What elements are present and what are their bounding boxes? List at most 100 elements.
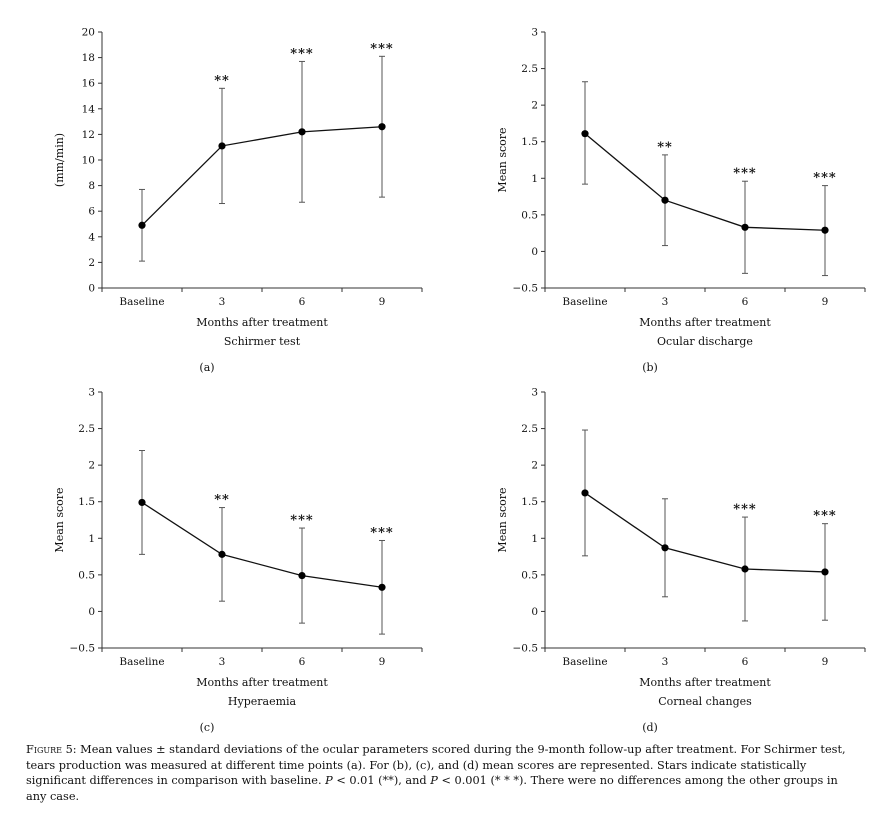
data-point	[661, 196, 669, 204]
significance-stars: ***	[370, 525, 393, 540]
y-tick-label: 20	[82, 27, 95, 39]
y-axis-label: (mm/min)	[53, 133, 66, 187]
series-line	[141, 501, 383, 588]
x-tick-label: 9	[822, 656, 829, 668]
chart-title: Corneal changes	[658, 695, 752, 708]
caption-text-1: Mean values ± standard deviations of the…	[26, 743, 846, 787]
panel-label: (b)	[642, 361, 658, 374]
y-tick-label: 14	[82, 103, 96, 115]
x-tick-label: 6	[299, 296, 306, 308]
data-point	[741, 223, 749, 231]
data-point	[218, 550, 226, 558]
x-axis-label: Months after treatment	[196, 316, 328, 329]
data-point	[378, 123, 386, 131]
x-tick-label: 6	[299, 656, 306, 668]
x-axis-label: Months after treatment	[639, 676, 771, 689]
y-axis-label: Mean score	[496, 487, 509, 552]
significance-stars: **	[657, 140, 673, 155]
chart-title: Schirmer test	[224, 335, 301, 348]
chart-title: Ocular discharge	[657, 335, 753, 348]
y-tick-label: 2.5	[78, 423, 95, 435]
y-tick-label: 0.5	[78, 569, 95, 581]
x-axis-label: Months after treatment	[639, 316, 771, 329]
x-tick-label: Baseline	[119, 656, 164, 668]
significance-stars: ***	[733, 166, 756, 181]
caption-text-2: < 0.01 (**), and	[332, 774, 431, 787]
panel-label: (d)	[642, 721, 658, 734]
chart-a-svg: 0 2 4 6 8 10 12 14 16 18 20 Baseline 3 6 9 Months after…	[53, 27, 423, 374]
data-point	[661, 544, 669, 552]
data-point	[218, 142, 226, 150]
significance-stars: ***	[733, 502, 756, 517]
significance-stars: ***	[370, 41, 393, 56]
y-tick-label: −0.5	[70, 643, 96, 655]
chart-b-svg: −0.5 0 0.5 1 1.5 2 2.5 3 Baseline 3 6 9 Months after…	[496, 27, 866, 374]
y-tick-label: 1	[531, 533, 538, 545]
y-tick-label: −0.5	[513, 283, 539, 295]
y-tick-label: 1	[88, 533, 95, 545]
data-point	[581, 489, 589, 497]
y-tick-label: 0	[88, 606, 95, 618]
x-tick-label: 3	[662, 296, 669, 308]
chart-panel-c: −0.5 0 0.5 1 1.5 2 2.5 3 Baseline 3 6 9 Months after…	[0, 375, 440, 735]
significance-stars: **	[214, 73, 230, 88]
y-tick-label: 0	[531, 246, 538, 258]
data-point	[138, 221, 146, 229]
x-tick-label: 9	[379, 296, 386, 308]
panel-label: (c)	[200, 721, 215, 734]
y-tick-label: 0	[88, 283, 95, 295]
x-tick-label: Baseline	[562, 656, 607, 668]
y-tick-label: 0	[531, 606, 538, 618]
x-tick-label: 3	[219, 296, 226, 308]
data-point	[741, 565, 749, 573]
y-axis-label: Mean score	[496, 127, 509, 192]
y-tick-label: 18	[82, 52, 95, 64]
y-tick-label: 2	[531, 100, 538, 112]
y-tick-label: 0.5	[521, 209, 538, 221]
panel-label: (a)	[199, 361, 214, 374]
x-tick-label: Baseline	[119, 296, 164, 308]
x-tick-label: 9	[822, 296, 829, 308]
x-tick-label: 9	[379, 656, 386, 668]
y-tick-label: 6	[88, 206, 95, 218]
y-tick-label: 4	[88, 231, 95, 243]
chart-panel-d: −0.5 0 0.5 1 1.5 2 2.5 3 Baseline 3 6 9 Months after…	[443, 375, 883, 735]
y-tick-label: −0.5	[513, 643, 539, 655]
data-point	[298, 571, 306, 580]
y-tick-label: 1.5	[521, 496, 538, 508]
chart-panel-b: −0.5 0 0.5 1 1.5 2 2.5 3 Baseline 3 6 9 Months after…	[443, 15, 883, 375]
chart-d-svg: −0.5 0 0.5 1 1.5 2 2.5 3 Baseline 3 6 9 Months after…	[496, 387, 866, 734]
caption-p-symbol-2: P	[430, 774, 438, 787]
data-point	[581, 130, 589, 138]
x-tick-label: 3	[219, 656, 226, 668]
y-tick-label: 0.5	[521, 569, 538, 581]
series-line	[584, 133, 826, 231]
x-tick-label: Baseline	[562, 296, 607, 308]
y-tick-label: 1.5	[78, 496, 95, 508]
y-tick-label: 1	[531, 173, 538, 185]
y-tick-label: 2	[88, 257, 95, 269]
x-tick-label: 6	[742, 656, 749, 668]
data-point	[378, 583, 386, 591]
y-axis-label: Mean score	[53, 487, 66, 552]
x-tick-label: 6	[742, 296, 749, 308]
figure-label: Figure 5:	[26, 743, 77, 756]
caption-p-symbol-1: P	[325, 774, 333, 787]
significance-stars: ***	[290, 46, 313, 61]
y-tick-label: 8	[88, 180, 95, 192]
chart-panel-a: 0 2 4 6 8 10 12 14 16 18 20 Baseline 3 6 9 Months after…	[0, 15, 440, 375]
data-point	[821, 226, 829, 234]
significance-stars: ***	[813, 171, 836, 186]
x-tick-label: 3	[662, 656, 669, 668]
y-tick-label: 12	[82, 129, 95, 141]
data-point	[138, 498, 146, 507]
significance-stars: **	[214, 493, 230, 508]
chart-c-svg: −0.5 0 0.5 1 1.5 2 2.5 3 Baseline 3 6 9 Months after…	[53, 387, 423, 734]
y-tick-label: 16	[82, 78, 96, 90]
figure-caption: Figure 5: Mean values ± standard deviati…	[26, 742, 856, 804]
y-tick-label: 10	[82, 155, 95, 167]
data-point	[298, 128, 306, 136]
series-line	[584, 492, 826, 573]
y-tick-label: 2	[88, 460, 95, 472]
y-tick-label: 2	[531, 460, 538, 472]
